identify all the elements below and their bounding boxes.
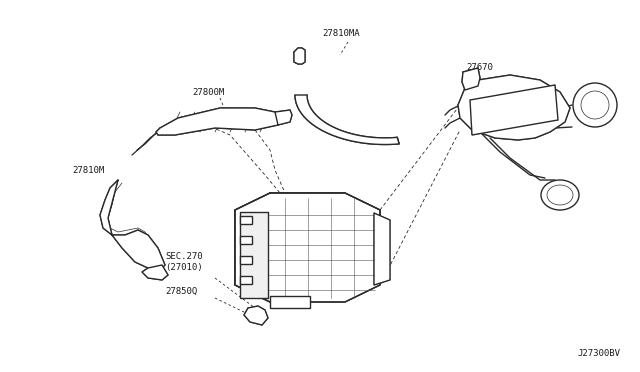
Text: J27300BV: J27300BV bbox=[577, 349, 620, 358]
Polygon shape bbox=[470, 85, 558, 135]
Text: 27670: 27670 bbox=[466, 63, 493, 72]
Text: 27810M: 27810M bbox=[72, 166, 104, 175]
Polygon shape bbox=[235, 210, 270, 302]
Polygon shape bbox=[156, 108, 280, 135]
Polygon shape bbox=[244, 306, 268, 325]
Circle shape bbox=[581, 91, 609, 119]
Text: 27850Q: 27850Q bbox=[165, 287, 197, 296]
Polygon shape bbox=[458, 75, 570, 140]
Circle shape bbox=[573, 83, 617, 127]
Ellipse shape bbox=[547, 185, 573, 205]
Polygon shape bbox=[240, 216, 252, 224]
Polygon shape bbox=[100, 180, 165, 270]
Polygon shape bbox=[235, 193, 380, 215]
Polygon shape bbox=[270, 296, 310, 308]
Polygon shape bbox=[275, 110, 292, 125]
Polygon shape bbox=[235, 193, 380, 302]
Polygon shape bbox=[462, 68, 480, 90]
Text: SEC.270
(27010): SEC.270 (27010) bbox=[165, 252, 203, 272]
Polygon shape bbox=[374, 213, 390, 285]
Polygon shape bbox=[294, 48, 305, 64]
Polygon shape bbox=[240, 276, 252, 284]
Text: 27810MA: 27810MA bbox=[322, 29, 360, 38]
Polygon shape bbox=[240, 236, 252, 244]
Polygon shape bbox=[240, 212, 268, 298]
Polygon shape bbox=[240, 256, 252, 264]
Ellipse shape bbox=[541, 180, 579, 210]
Polygon shape bbox=[295, 95, 399, 144]
Polygon shape bbox=[142, 265, 168, 280]
Text: 27800M: 27800M bbox=[192, 88, 224, 97]
